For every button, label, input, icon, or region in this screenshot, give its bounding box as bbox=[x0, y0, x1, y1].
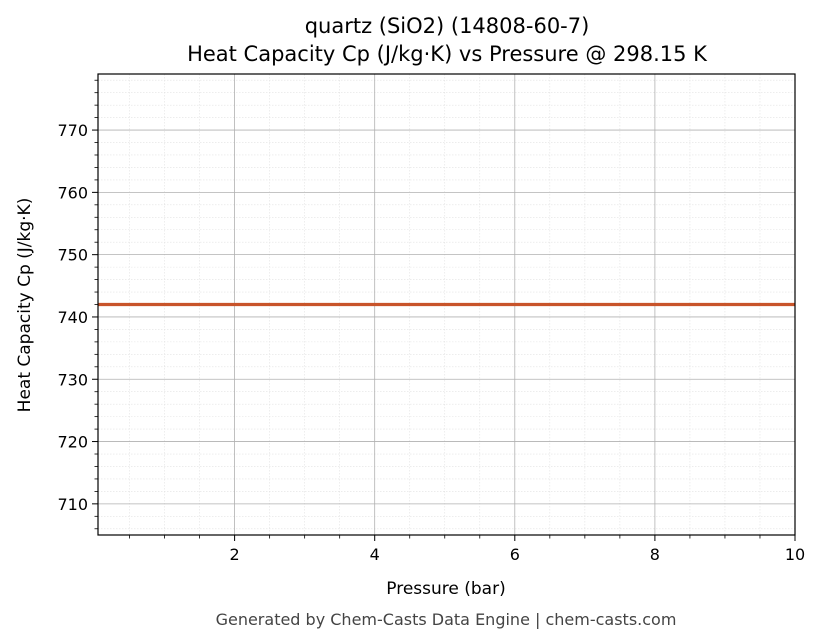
y-tick-label: 740 bbox=[57, 308, 88, 327]
chart-title-line1: quartz (SiO2) (14808-60-7) bbox=[305, 14, 590, 38]
tick-labels: 2 4 6 8 10 710 720 730 740 750 760 770 bbox=[57, 121, 805, 564]
ticks-layer bbox=[92, 79, 796, 541]
y-tick-label: 770 bbox=[57, 121, 88, 140]
y-axis-label: Heat Capacity Cp (J/kg·K) bbox=[15, 198, 35, 413]
x-tick-label: 6 bbox=[510, 545, 520, 564]
y-tick-label: 720 bbox=[57, 433, 88, 452]
y-tick-label: 710 bbox=[57, 495, 88, 514]
x-tick-label: 2 bbox=[230, 545, 240, 564]
chart-title-line2: Heat Capacity Cp (J/kg·K) vs Pressure @ … bbox=[187, 42, 708, 66]
minor-grid bbox=[98, 74, 795, 535]
x-axis-label: Pressure (bar) bbox=[386, 579, 505, 599]
y-tick-label: 750 bbox=[57, 246, 88, 265]
x-tick-label: 10 bbox=[785, 545, 805, 564]
footer-credit: Generated by Chem-Casts Data Engine | ch… bbox=[216, 610, 677, 629]
x-tick-label: 4 bbox=[370, 545, 380, 564]
y-tick-label: 730 bbox=[57, 370, 88, 389]
x-tick-label: 8 bbox=[650, 545, 660, 564]
y-tick-label: 760 bbox=[57, 183, 88, 202]
